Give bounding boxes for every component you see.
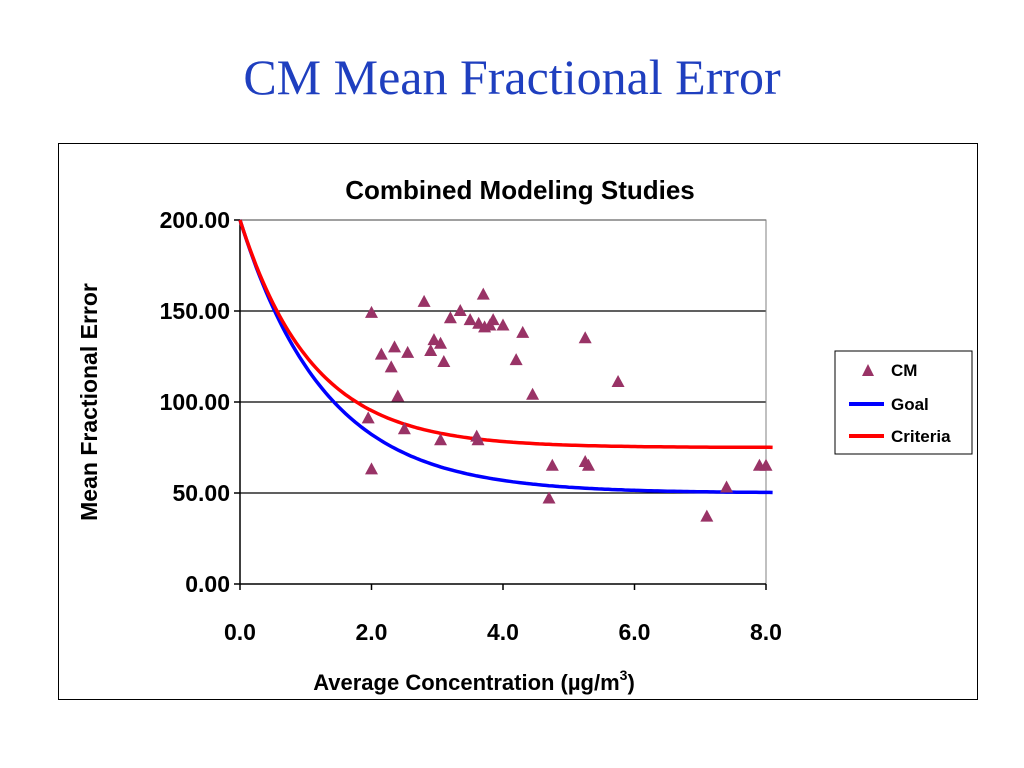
data-point-cm xyxy=(454,304,467,316)
y-tick-label: 200.00 xyxy=(160,207,230,233)
data-point-cm xyxy=(437,355,450,367)
data-point-cm xyxy=(477,288,490,300)
x-tick-label: 8.0 xyxy=(750,619,782,645)
x-axis-label-main: Average Concentration (µg/m xyxy=(313,670,619,695)
chart-title: Combined Modeling Studies xyxy=(345,175,695,205)
data-point-cm xyxy=(720,481,733,493)
data-point-cm xyxy=(385,360,398,372)
chart-svg: Combined Modeling Studies 0.00 50.00 100.0… xyxy=(59,144,979,701)
legend-label-goal: Goal xyxy=(891,395,929,414)
x-axis-label-close: ) xyxy=(627,670,634,695)
y-tick-label: 50.00 xyxy=(172,480,230,506)
data-point-cm xyxy=(546,459,559,471)
data-point-cm xyxy=(365,462,378,474)
data-point-cm xyxy=(510,353,523,365)
data-point-cm xyxy=(365,306,378,318)
y-tick-label: 100.00 xyxy=(160,389,230,415)
data-point-cm xyxy=(391,390,404,402)
data-point-cm xyxy=(579,331,592,343)
x-tick-label: 2.0 xyxy=(356,619,388,645)
data-point-cm xyxy=(375,348,388,360)
y-tick-label: 150.00 xyxy=(160,298,230,324)
data-point-cm xyxy=(700,510,713,522)
legend-label-criteria: Criteria xyxy=(891,427,951,446)
y-tick-label: 0.00 xyxy=(185,571,230,597)
x-tick-label: 0.0 xyxy=(224,619,256,645)
x-tick-label: 4.0 xyxy=(487,619,519,645)
data-point-cm xyxy=(526,388,539,400)
x-axis-label-superscript: 3 xyxy=(620,667,628,683)
data-point-cm xyxy=(612,375,625,387)
data-point-cm xyxy=(388,340,401,352)
x-axis-label: Average Concentration (µg/m3) xyxy=(313,667,635,695)
chart-frame: Combined Modeling Studies 0.00 50.00 100.0… xyxy=(58,143,978,700)
data-point-cm xyxy=(418,295,431,307)
data-point-cm xyxy=(362,411,375,423)
legend: CM Goal Criteria xyxy=(835,351,972,454)
data-point-cm xyxy=(444,311,457,323)
data-point-cm xyxy=(424,344,437,356)
series-lines xyxy=(240,220,773,493)
data-point-cm xyxy=(401,346,414,358)
series-line-goal xyxy=(240,220,773,493)
data-point-cm xyxy=(516,326,529,338)
slide-title: CM Mean Fractional Error xyxy=(0,52,1024,102)
series-line-criteria xyxy=(240,220,773,447)
y-axis-label: Mean Fractional Error xyxy=(76,283,102,521)
axes: 0.00 50.00 100.00 150.00 200.00 0.0 2.0 4.0 6.0 8… xyxy=(160,207,782,645)
legend-label-cm: CM xyxy=(891,361,917,380)
x-tick-label: 6.0 xyxy=(619,619,651,645)
data-point-cm xyxy=(487,313,500,325)
gridlines xyxy=(240,220,766,493)
